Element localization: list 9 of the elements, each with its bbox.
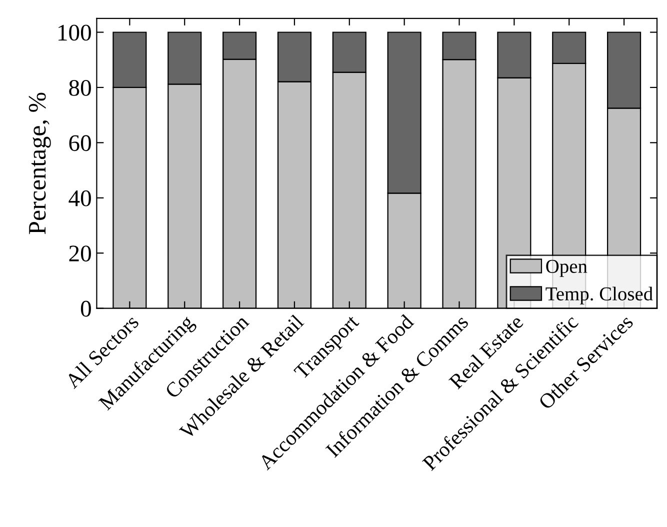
y-tick-label: 20 bbox=[69, 246, 91, 262]
y-axis-title: Percentage, % bbox=[28, 92, 51, 234]
y-tick-label: 80 bbox=[69, 80, 91, 96]
y-tick-label: 40 bbox=[68, 190, 91, 206]
legend-label: Open bbox=[546, 260, 588, 277]
y-tick-label: 100 bbox=[58, 24, 91, 41]
y-tick-label: 60 bbox=[69, 135, 91, 152]
y-tick-label: 0 bbox=[80, 300, 91, 317]
legend-label: Temp. Closed bbox=[546, 286, 653, 304]
